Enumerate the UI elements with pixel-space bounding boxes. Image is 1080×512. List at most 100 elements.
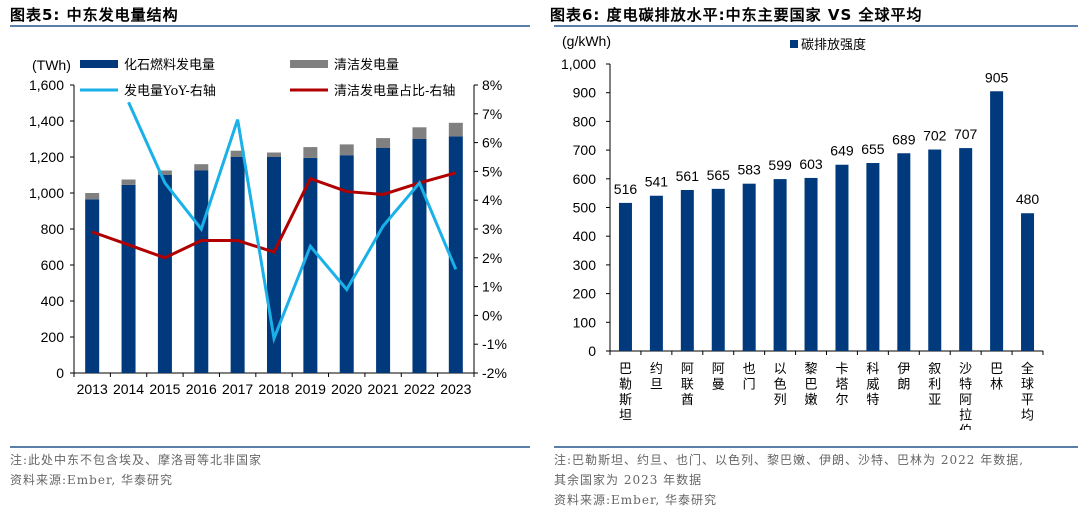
lines [91, 101, 458, 345]
clean-bar [303, 147, 318, 158]
y2-tick-label: 6% [482, 135, 502, 151]
figure-5-panel: 图表5: 中东发电量结构 化石燃料发电量 清洁发电量 发电量YoY-右轴 清洁发电量占… [10, 6, 530, 487]
axes: 0 200 400 600 800 1,000 1,200 1,400 1,600 -2% -1% 0… [29, 57, 507, 397]
x-tick-label-char: 塔 [835, 378, 848, 393]
figure-6-title: 图表6: 度电碳排放水平:中东主要国家 VS 全球平均 [550, 6, 923, 24]
chart-note: 注:此处中东不包含埃及、摩洛哥等北非国家 [10, 453, 263, 467]
clean-bar [230, 150, 245, 157]
y-tick-label: 1,000 [29, 185, 64, 201]
y-tick-label: 400 [573, 228, 597, 244]
x-tick-label-char: 黎 [805, 362, 818, 377]
x-tick-label-char: 门 [743, 378, 756, 393]
x-tick-label-char: 林 [990, 378, 1003, 393]
x-tick-label: 卡塔尔 [835, 362, 848, 408]
x-tick-label: 2017 [222, 381, 253, 397]
clean-bar [194, 164, 209, 171]
clean-bar [448, 122, 463, 137]
x-tick-label-char: 嫩 [805, 393, 818, 408]
x-tick-label-char: 叙 [928, 362, 941, 377]
x-tick-label-char: 曼 [712, 378, 725, 393]
x-tick-label-char: 沙 [959, 362, 972, 377]
clean-bar [121, 179, 136, 185]
legend-swatch-emission [790, 40, 798, 48]
y2-tick-label: 8% [482, 77, 502, 93]
x-tick-label: 科威特 [866, 362, 879, 408]
data-label: 583 [737, 162, 761, 178]
x-tick-label-char: 约 [650, 362, 663, 377]
data-label: 905 [985, 69, 1009, 85]
x-tick-label-char: 斯 [619, 393, 632, 408]
x-tick-label: 2022 [404, 381, 435, 397]
y-tick-label: 1,400 [29, 113, 64, 129]
y-tick-label: 200 [41, 329, 65, 345]
clean-bar [412, 127, 427, 139]
bars: 516 541 561 565 583 599 603 649 655 689 702 707 905 4… [614, 69, 1039, 351]
fossil-bar [448, 136, 463, 373]
x-tick-label-char: 全 [1021, 361, 1034, 377]
x-tick-label: 阿曼 [712, 362, 725, 393]
y-tick-label: 600 [41, 257, 65, 273]
emission-bar [804, 177, 818, 351]
clean-bar [339, 144, 354, 156]
chart-note-line-1: 注:巴勒斯坦、约旦、也门、以色列、黎巴嫩、伊朗、沙特、巴林为 2022 年数据, [554, 453, 1025, 467]
emission-bar [990, 91, 1004, 351]
chart-source: 资料来源:Ember, 华泰研究 [10, 473, 174, 487]
fossil-bar [339, 155, 354, 373]
x-tick-label: 2014 [113, 381, 144, 397]
emission-bar [897, 153, 911, 351]
x-tick-label-char: 亚 [928, 393, 941, 408]
data-label: 702 [923, 128, 947, 144]
y2-tick-label: 0% [482, 307, 502, 323]
data-label: 599 [768, 157, 792, 173]
chart-note-line-2: 其余国家为 2023 年数据 [554, 473, 703, 487]
emission-bar [866, 163, 880, 351]
y2-tick-label: -1% [482, 336, 507, 352]
emission-bar [618, 202, 632, 351]
fossil-bar [121, 184, 136, 373]
x-tick-label: 2019 [295, 381, 326, 397]
x-tick-label-char: 均 [1021, 409, 1034, 424]
x-tick-label-char: 阿 [959, 393, 972, 408]
y-axis-unit: (TWh) [32, 57, 71, 73]
emission-bar [649, 195, 663, 351]
x-tick-label-char: 伊 [897, 362, 910, 377]
y-tick-label: 1,600 [29, 77, 64, 93]
clean-bar [267, 152, 281, 157]
x-tick-label-char: 特 [866, 393, 879, 408]
y2-tick-label: 3% [482, 221, 502, 237]
clean-bar [85, 193, 100, 200]
x-tick-label: 2018 [258, 381, 289, 397]
emission-bar [959, 148, 973, 351]
x-tick-label-char: 卡 [835, 362, 848, 377]
data-label: 689 [892, 131, 916, 147]
y2-tick-label: 2% [482, 250, 502, 266]
x-tick-label-char: 朗 [897, 378, 910, 393]
x-tick-label-char: 勒 [619, 378, 632, 393]
y-tick-label: 200 [573, 286, 597, 302]
x-tick-label-char: 列 [774, 393, 787, 408]
fossil-bar [376, 148, 391, 373]
y2-tick-label: 7% [482, 106, 502, 122]
x-tick-label-char: 联 [681, 378, 694, 393]
legend-swatch-fossil [80, 60, 118, 68]
x-tick-label: 沙特阿拉伯 [959, 362, 972, 430]
y-tick-label: 400 [41, 293, 65, 309]
fossil-bar [412, 139, 427, 373]
footer-rule [554, 446, 1078, 448]
y2-tick-label: 1% [482, 279, 502, 295]
x-tick-label-char: 尔 [835, 393, 848, 408]
x-tick-label-char: 巴 [990, 362, 1003, 377]
data-label: 561 [676, 168, 700, 184]
y-tick-label: 1,200 [29, 149, 64, 165]
x-tick-label-char: 也 [743, 362, 756, 377]
x-tick-label: 黎巴嫩 [805, 362, 818, 408]
y-tick-label: 600 [573, 171, 597, 187]
emission-bar [680, 189, 694, 351]
legend-label-emission: 碳排放强度 [801, 37, 866, 53]
emission-bar [928, 149, 942, 351]
chart-source: 资料来源:Ember, 华泰研究 [554, 493, 718, 507]
x-tick-label-char: 平 [1021, 393, 1034, 408]
y-tick-label: 800 [573, 113, 597, 129]
